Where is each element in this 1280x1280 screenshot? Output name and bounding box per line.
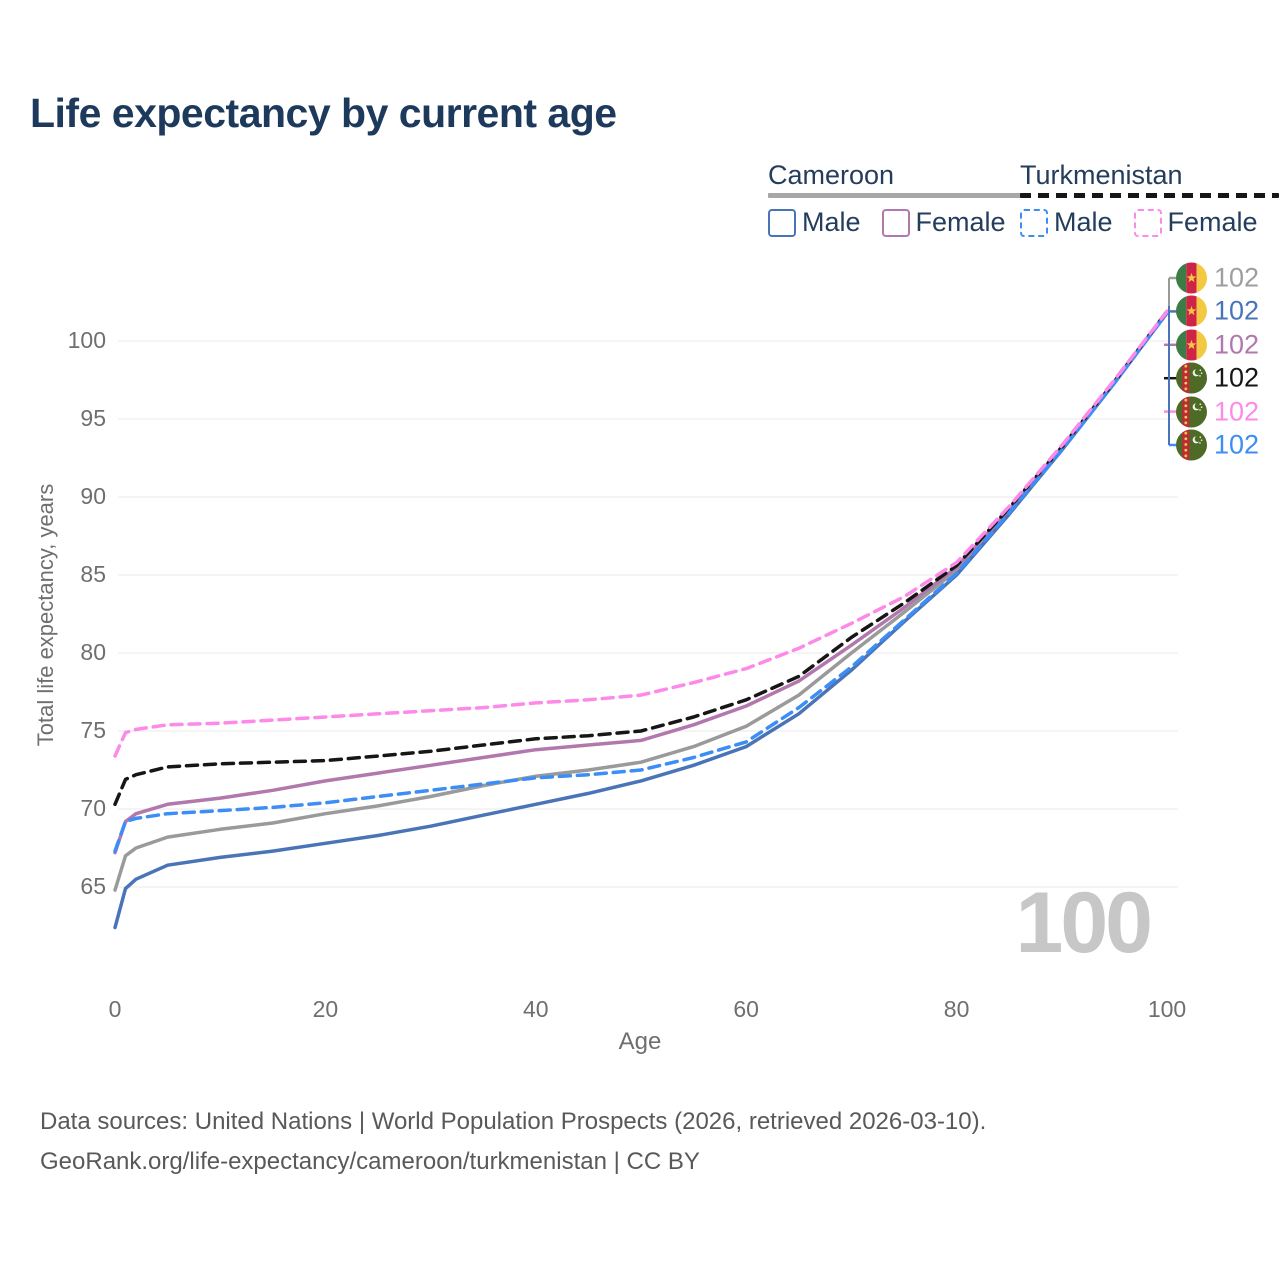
y-tick-label-90: 90 <box>80 483 106 509</box>
legend-checkbox-cameroon-female-icon[interactable] <box>881 208 910 237</box>
series-line-cameroon-female[interactable] <box>113 309 1169 855</box>
cameroon-flag-icon <box>1176 329 1207 360</box>
cameroon-flag-icon <box>1176 296 1207 327</box>
cameroon-flag-icon <box>1176 263 1207 294</box>
series-line-turkmenistan-male[interactable] <box>113 311 1169 853</box>
series-line-turkmenistan-female[interactable] <box>113 309 1169 758</box>
legend-underline-cameroon <box>768 193 1027 198</box>
legend-underline-turkmenistan <box>1020 193 1279 198</box>
x-tick-label-60: 60 <box>733 996 759 1022</box>
legend-item-cameroon-female[interactable]: Female <box>881 207 1006 238</box>
end-label-row-turkmenistan-3: 102 <box>1176 362 1260 394</box>
end-label-value: 102 <box>1214 429 1260 460</box>
legend-item-turkmenistan-female[interactable]: Female <box>1133 207 1258 238</box>
x-tick-label-20: 20 <box>312 996 339 1022</box>
legend-label-turkmenistan-male: Male <box>1054 207 1113 237</box>
legend-checkbox-turkmenistan-male-icon[interactable] <box>1020 208 1048 237</box>
end-label-row-cameroon-2: 102 <box>1176 329 1259 360</box>
end-label-row-turkmenistan-5: 102 <box>1176 429 1260 461</box>
end-label-value: 102 <box>1214 295 1260 326</box>
series-line-turkmenistan-total[interactable] <box>113 309 1169 807</box>
end-label-value: 102 <box>1214 262 1260 293</box>
legend-group-cameroon: Cameroon Male Female <box>768 160 1027 238</box>
footer-data-sources: Data sources: United Nations | World Pop… <box>40 1108 987 1135</box>
current-age-watermark: 100 <box>1015 875 1153 971</box>
y-tick-label-80: 80 <box>80 639 106 665</box>
legend-label-cameroon-male: Male <box>802 207 861 237</box>
legend-checkbox-cameroon-male-icon[interactable] <box>768 208 796 237</box>
legend-label-turkmenistan-female: Female <box>1167 207 1258 237</box>
x-axis-title: Age <box>618 1028 662 1055</box>
x-tick-label-100: 100 <box>1147 996 1187 1022</box>
page-title: Life expectancy by current age <box>30 90 617 136</box>
turkmenistan-flag-icon <box>1176 430 1207 461</box>
end-label-row-turkmenistan-4: 102 <box>1176 396 1259 427</box>
x-tick-label-40: 40 <box>523 996 549 1022</box>
y-tick-label-70: 70 <box>80 795 106 821</box>
y-tick-label-85: 85 <box>80 561 106 587</box>
end-label-value: 102 <box>1214 396 1260 427</box>
series-line-cameroon-male[interactable] <box>113 311 1169 930</box>
y-tick-label-100: 100 <box>67 327 106 353</box>
legend-title-turkmenistan[interactable]: Turkmenistan <box>1020 160 1183 190</box>
legend-label-cameroon-female: Female <box>915 207 1006 237</box>
x-tick-label-80: 80 <box>943 996 970 1022</box>
legend-checkbox-turkmenistan-female-icon[interactable] <box>1133 208 1162 237</box>
y-tick-label-95: 95 <box>80 405 106 431</box>
x-tick-label-0: 0 <box>108 996 122 1022</box>
line-chart-canvas <box>113 276 1178 930</box>
y-axis-title: Total life expectancy, years <box>33 483 58 747</box>
end-label-row-cameroon-1: 102 <box>1176 295 1260 327</box>
legend-title-cameroon[interactable]: Cameroon <box>768 160 895 190</box>
series-line-cameroon-total[interactable] <box>113 311 1169 892</box>
legend-item-cameroon-male[interactable]: Male <box>768 207 861 238</box>
turkmenistan-flag-icon <box>1176 396 1207 427</box>
legend-group-turkmenistan: Turkmenistan Male Female <box>1020 160 1279 238</box>
end-label-value: 102 <box>1214 329 1260 360</box>
y-tick-label-65: 65 <box>80 873 106 899</box>
turkmenistan-flag-icon <box>1176 363 1207 394</box>
end-label-value: 102 <box>1214 362 1260 393</box>
footer-attribution: GeoRank.org/life-expectancy/cameroon/tur… <box>40 1148 700 1175</box>
end-label-row-cameroon-0: 102 <box>1176 262 1260 294</box>
y-tick-label-75: 75 <box>80 717 106 743</box>
legend-item-turkmenistan-male[interactable]: Male <box>1020 207 1113 238</box>
